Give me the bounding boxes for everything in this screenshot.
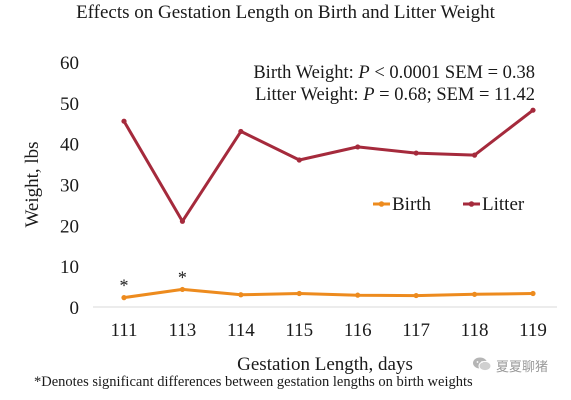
x-tick-label: 117 xyxy=(402,320,430,341)
axes: 0 10 20 30 40 50 60 111 113 114 115 116 117 118 119 Ges… xyxy=(22,53,557,375)
legend-marker-birth xyxy=(378,201,385,207)
x-tick-label: 116 xyxy=(344,320,372,341)
data-point-birth xyxy=(471,291,478,297)
y-tick-label: 40 xyxy=(60,135,79,156)
data-point-litter xyxy=(530,107,536,113)
series-line-litter xyxy=(122,108,535,223)
y-tick-label: 10 xyxy=(60,257,79,278)
x-tick-label: 118 xyxy=(461,320,489,341)
stats-birth-weight: Birth Weight: P < 0.0001 SEM = 0.38 xyxy=(253,63,535,83)
y-tick-label: 0 xyxy=(70,298,80,319)
data-point-birth xyxy=(296,290,302,297)
data-point-birth xyxy=(179,286,186,293)
significance-marker: * xyxy=(120,276,129,296)
y-axis-title: Weight, lbs xyxy=(22,141,43,227)
watermark-text: 夏夏聊猪 xyxy=(496,360,549,375)
data-point-birth xyxy=(121,295,127,301)
data-point-litter xyxy=(471,152,478,158)
y-tick-label: 30 xyxy=(60,176,79,197)
legend: Birth Litter xyxy=(373,194,525,215)
data-point-litter xyxy=(238,128,244,135)
x-tick-label: 114 xyxy=(227,320,255,341)
legend-marker-litter xyxy=(468,201,475,207)
annotations: * *Birth Weight: P < 0.0001 SEM = 0.38Lit… xyxy=(120,63,536,296)
data-point-birth xyxy=(413,292,419,299)
series-line-birth xyxy=(122,287,535,300)
legend-label-birth: Birth xyxy=(392,194,432,215)
y-tick-label: 60 xyxy=(60,53,79,74)
chart-title: Effects on Gestation Length on Birth and… xyxy=(76,2,495,23)
x-tick-label: 111 xyxy=(110,320,137,341)
stats-litter-weight: Litter Weight: P = 0.68; SEM = 11.42 xyxy=(255,85,535,105)
x-tick-label: 113 xyxy=(169,320,197,341)
legend-label-litter: Litter xyxy=(482,194,525,215)
data-point-birth xyxy=(238,292,244,298)
footnote: *Denotes significant differences between… xyxy=(34,374,473,390)
x-tick-label: 119 xyxy=(519,320,547,341)
x-axis-title: Gestation Length, days xyxy=(237,354,413,375)
series-lines xyxy=(121,107,536,301)
data-point-litter xyxy=(296,157,302,163)
y-tick-label: 20 xyxy=(60,216,79,237)
data-point-litter xyxy=(121,118,127,124)
x-tick-label: 115 xyxy=(285,320,313,341)
significance-marker: * xyxy=(178,267,187,287)
data-point-litter xyxy=(179,218,186,224)
data-point-litter xyxy=(413,150,419,156)
data-point-birth xyxy=(530,290,536,297)
data-point-birth xyxy=(355,292,361,298)
y-tick-label: 50 xyxy=(60,94,79,115)
wechat-icon xyxy=(473,357,492,372)
data-point-litter xyxy=(355,144,361,150)
